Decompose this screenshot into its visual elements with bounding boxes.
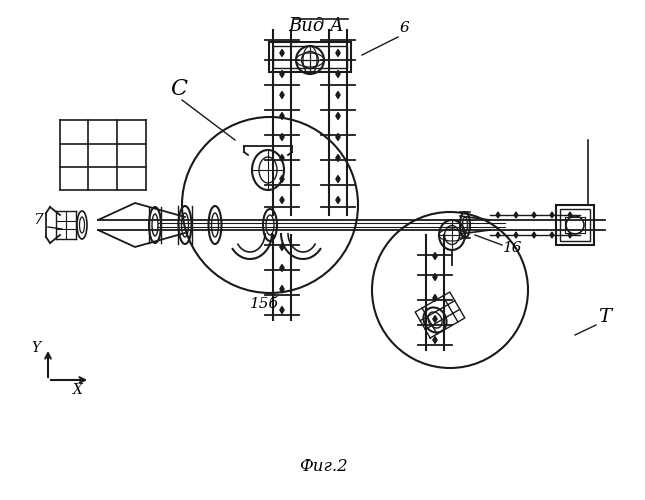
Polygon shape	[433, 294, 437, 302]
Polygon shape	[336, 92, 340, 98]
Text: Y: Y	[32, 341, 41, 355]
Polygon shape	[280, 176, 284, 182]
Polygon shape	[280, 196, 284, 203]
Polygon shape	[514, 212, 518, 218]
Polygon shape	[532, 232, 536, 238]
Polygon shape	[514, 232, 518, 238]
Text: Т: Т	[598, 308, 611, 326]
Polygon shape	[550, 232, 554, 238]
Polygon shape	[433, 252, 437, 260]
Polygon shape	[280, 244, 284, 250]
Text: 16: 16	[503, 241, 522, 255]
Text: 6: 6	[400, 21, 410, 35]
Polygon shape	[550, 212, 554, 218]
Bar	[560, 209, 590, 241]
Text: X: X	[73, 383, 83, 397]
Polygon shape	[336, 112, 340, 119]
Polygon shape	[280, 112, 284, 119]
Polygon shape	[532, 212, 536, 218]
Polygon shape	[280, 70, 284, 78]
Text: Фиг.2: Фиг.2	[299, 458, 348, 475]
Polygon shape	[280, 92, 284, 98]
Polygon shape	[433, 316, 437, 322]
Polygon shape	[280, 286, 284, 292]
Polygon shape	[496, 212, 500, 218]
Polygon shape	[336, 154, 340, 162]
Polygon shape	[336, 50, 340, 56]
Text: 15б: 15б	[250, 297, 279, 311]
Polygon shape	[280, 154, 284, 162]
Polygon shape	[336, 134, 340, 140]
Bar	[273, 46, 347, 68]
Polygon shape	[280, 50, 284, 56]
Polygon shape	[568, 212, 572, 218]
Polygon shape	[433, 274, 437, 280]
Polygon shape	[280, 264, 284, 272]
Polygon shape	[280, 306, 284, 314]
Polygon shape	[496, 232, 500, 238]
Polygon shape	[336, 176, 340, 182]
Polygon shape	[433, 336, 437, 344]
Text: С: С	[170, 78, 187, 100]
Polygon shape	[336, 196, 340, 203]
Polygon shape	[280, 134, 284, 140]
Text: 7: 7	[33, 213, 43, 227]
Polygon shape	[568, 232, 572, 238]
Bar	[556, 205, 594, 245]
Text: Вид А: Вид А	[288, 17, 344, 35]
Bar	[269, 42, 351, 72]
Polygon shape	[336, 70, 340, 78]
